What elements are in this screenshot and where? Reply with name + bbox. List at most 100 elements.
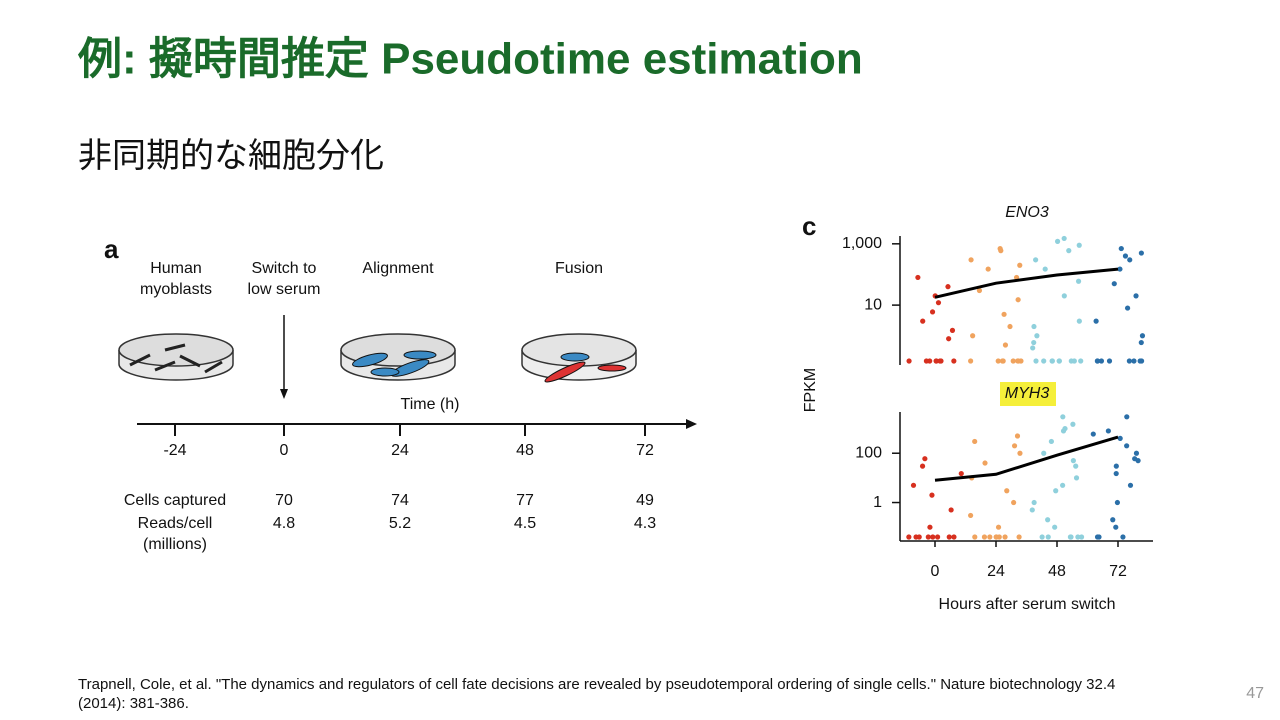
point [970,333,976,339]
point [1098,358,1105,364]
point [1113,470,1119,477]
point [1076,318,1082,324]
time-label: 72 [636,442,654,459]
arrow-head [686,419,697,429]
point [995,358,1001,364]
point [1004,488,1010,494]
x-tick-label: 48 [1048,563,1066,580]
point [1015,297,1021,303]
point [1124,305,1131,311]
point [999,358,1006,364]
point [935,300,942,306]
point [1132,456,1138,462]
x-axis-title: Hours after serum switch [939,596,1116,613]
point [916,534,922,540]
point [1075,534,1081,540]
point [1060,482,1066,488]
citation: Trapnell, Cole, et al. "The dynamics and… [78,676,1115,693]
point [1053,488,1059,494]
axis-label: Time (h) [401,396,460,413]
point [1031,339,1037,346]
dish [340,333,456,381]
title-highlight [1000,382,1056,406]
point [1017,262,1023,268]
cell-value: 4.3 [634,515,656,532]
point [951,358,957,364]
point [1075,278,1082,284]
point [1138,339,1144,346]
point [1052,524,1058,530]
row-label: Cells captured [124,492,226,509]
point [958,470,964,477]
point [1061,293,1067,299]
point [1133,450,1140,456]
point [915,274,921,281]
point [972,438,978,445]
chart-title: MYH3 [1005,385,1050,402]
point [1126,358,1132,364]
point [1106,358,1113,364]
point [1002,534,1008,540]
time-label: 0 [280,442,289,459]
stage-label: Switch to [252,260,317,277]
point [1117,435,1123,441]
point [1045,534,1051,540]
time-label: -24 [163,442,186,459]
point [995,524,1002,530]
point [1076,242,1082,248]
point [919,463,926,469]
stage-label: myoblasts [140,281,212,298]
point [1068,534,1074,540]
point [981,534,988,540]
point [1113,463,1119,469]
point [1139,333,1146,339]
x-tick-label: 0 [931,563,940,580]
point [1056,358,1062,364]
row-label: Reads/cell [138,515,213,532]
point [1066,248,1072,254]
point [1001,311,1007,317]
point [910,482,917,488]
point [1029,507,1035,513]
y-tick-label: 1,000 [842,235,882,252]
point [1016,534,1022,540]
subtitle: 非同期的な細胞分化 [78,137,384,175]
point [993,534,999,540]
point [985,266,991,272]
point [949,327,956,333]
point [1010,358,1016,364]
row-label: (millions) [143,536,207,553]
trend-line [934,267,1119,299]
point [1011,443,1018,449]
point [1120,534,1126,540]
point [1127,257,1133,263]
point [1011,499,1017,506]
stage-label: low serum [248,281,321,298]
point [1124,414,1130,420]
point [1039,534,1045,540]
point [1122,253,1129,259]
point [1114,499,1121,506]
point [1078,358,1084,364]
cell-value: 4.5 [514,515,536,532]
point [1094,534,1101,540]
point [1042,266,1048,272]
point [1113,524,1119,530]
point [1034,333,1040,339]
point [933,358,939,364]
point [1015,358,1021,364]
point [906,534,912,540]
slide-title: 例: 擬時間推定 Pseudotime estimation [77,35,863,84]
cell-value: 49 [636,492,654,509]
point [1014,433,1021,439]
point [938,358,944,364]
dish [521,333,637,383]
point [1045,517,1051,523]
point [1041,358,1047,364]
point [1017,450,1023,456]
point [1127,482,1134,488]
point [1138,358,1145,364]
y-tick-label: 100 [855,444,882,461]
y-tick-label: 1 [873,494,882,511]
